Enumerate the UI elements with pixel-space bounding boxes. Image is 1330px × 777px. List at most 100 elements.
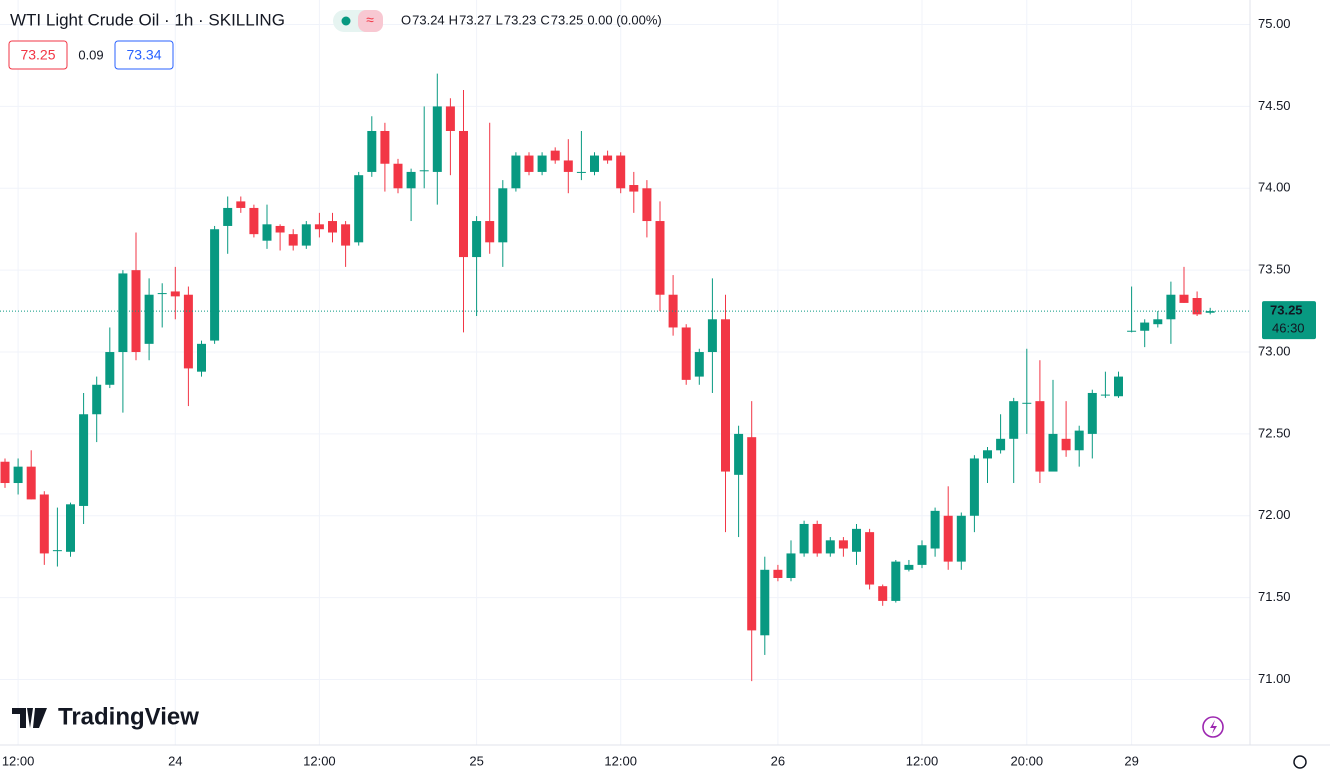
- candle-body: [747, 437, 757, 631]
- delay-icon: ≈: [366, 12, 374, 28]
- candle-body: [1074, 430, 1084, 451]
- candle-body: [996, 438, 1006, 451]
- candle-body: [288, 234, 298, 246]
- ohlc-value: 73.23: [504, 12, 537, 27]
- candle-body: [485, 221, 495, 243]
- candle-body: [79, 414, 89, 506]
- chart-title: WTI Light Crude Oil · 1h · SKILLING: [10, 10, 285, 29]
- candle-body: [642, 188, 652, 222]
- x-tick-label: 12:00: [604, 753, 637, 768]
- candle-body: [1100, 394, 1110, 396]
- candle-body: [393, 163, 403, 189]
- candle-body: [904, 564, 914, 570]
- candle-body: [1022, 402, 1032, 404]
- candle-body: [1166, 294, 1176, 320]
- candle-body: [13, 466, 23, 484]
- ohlc-key: H: [449, 12, 458, 27]
- y-tick-label: 74.50: [1258, 98, 1291, 113]
- candle-body: [39, 494, 49, 554]
- candle-body: [1009, 401, 1019, 439]
- candle-body: [52, 550, 62, 552]
- brand-logo: TradingView: [12, 703, 199, 730]
- candle-body: [183, 294, 193, 369]
- candle-body: [301, 224, 311, 246]
- candle-body: [511, 155, 521, 189]
- x-tick-label: 20:00: [1011, 753, 1044, 768]
- ask-box: [114, 40, 174, 70]
- status-pill-right: [358, 10, 383, 32]
- candle-body: [969, 458, 979, 516]
- candle-body: [170, 291, 180, 297]
- candle-body: [472, 221, 482, 258]
- y-tick-label: 73.00: [1258, 343, 1291, 358]
- candle-body: [1205, 311, 1215, 313]
- candle-body: [655, 221, 665, 295]
- candle-body: [537, 155, 547, 172]
- candle-body: [590, 155, 599, 172]
- grid: [0, 0, 1250, 745]
- candle-body: [419, 170, 429, 172]
- candle-body: [223, 207, 233, 226]
- x-tick-label: 25: [469, 753, 483, 768]
- candle-body: [629, 185, 639, 192]
- plot: [0, 73, 1250, 682]
- candle-body: [707, 319, 717, 353]
- countdown: 46:30: [1272, 321, 1305, 336]
- candle-body: [236, 201, 246, 208]
- ohlc-key: C: [540, 12, 549, 27]
- candle-body: [734, 433, 744, 475]
- candle-body: [144, 294, 154, 344]
- candle-body: [917, 545, 927, 565]
- candle-body: [838, 540, 848, 549]
- settings-icon[interactable]: [1293, 755, 1307, 769]
- candle-body: [92, 384, 102, 415]
- candle-body: [459, 130, 468, 258]
- candle-body: [26, 466, 36, 500]
- candle-body: [1140, 322, 1150, 331]
- bid: 73.25: [20, 47, 55, 63]
- candle-body: [262, 224, 272, 241]
- x-tick-label: 12:00: [303, 753, 336, 768]
- bolt-glyph: [1210, 720, 1217, 734]
- candle-body: [616, 155, 626, 189]
- candle-body: [812, 523, 822, 554]
- candle-body: [576, 171, 586, 173]
- candle-body: [550, 150, 560, 161]
- ohlc-value: 73.27: [459, 12, 492, 27]
- candle-body: [760, 569, 770, 636]
- candle-body: [406, 171, 416, 189]
- x-tick-label: 26: [771, 753, 785, 768]
- candle-body: [943, 515, 953, 562]
- candle-body: [668, 294, 678, 328]
- last-price-box: [1262, 301, 1316, 340]
- candle-body: [445, 106, 455, 131]
- y-tick-label: 75.00: [1258, 16, 1291, 31]
- y-tick-label: 72.50: [1258, 425, 1291, 440]
- candle-body: [1061, 438, 1071, 451]
- candle-body: [721, 319, 730, 472]
- candle-body: [930, 510, 940, 549]
- ohlc-legend: O 73.24 H 73.27 L 73.23 C 73.25 0.00 (0.00%): [401, 12, 662, 27]
- candle-body: [1114, 376, 1123, 397]
- candle-body: [852, 528, 861, 552]
- candle-body: [66, 504, 75, 552]
- spread: 0.09: [78, 47, 103, 62]
- candle-body: [341, 224, 351, 246]
- ohlc-value: 73.24: [412, 12, 445, 27]
- y-tick-label: 72.00: [1258, 507, 1291, 522]
- last-price-label: 73.25: [1270, 303, 1303, 318]
- ohlc-key: L: [496, 12, 503, 27]
- bolt-icon[interactable]: [1202, 716, 1224, 738]
- axes: 71.00 71.50 72.00 72.50 73.00 73.50 74.00 74.50…: [2, 16, 1316, 768]
- y-tick-label: 71.50: [1258, 589, 1291, 604]
- candle-body: [432, 106, 442, 172]
- candle-body: [249, 207, 259, 235]
- candle-body: [878, 586, 888, 601]
- y-tick-label: 71.00: [1258, 671, 1291, 686]
- ohlc-change: 0.00 (0.00%): [587, 12, 661, 27]
- candle-body: [314, 224, 324, 230]
- candle-body: [367, 130, 377, 172]
- candle-body: [603, 155, 613, 161]
